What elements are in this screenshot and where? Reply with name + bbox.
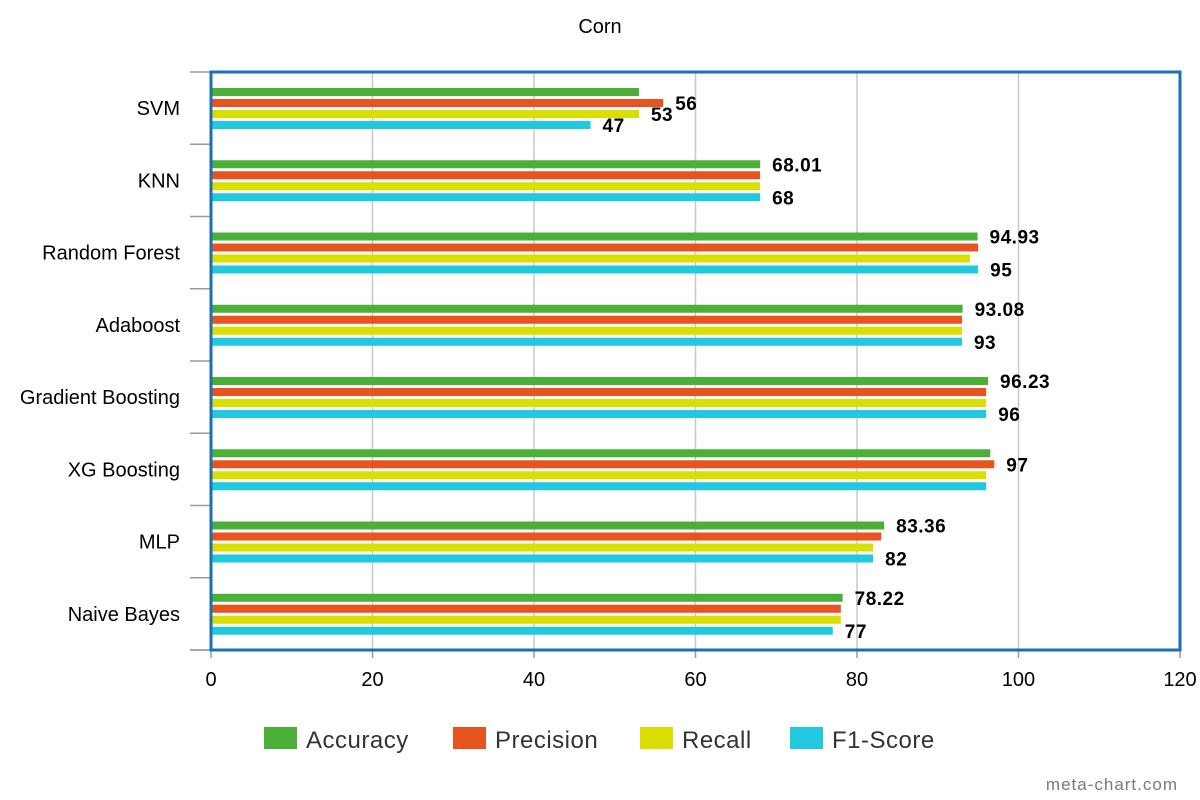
bar-precision-random-forest: [211, 243, 979, 252]
legend: Accuracy Precision Recall F1-Score: [264, 727, 935, 754]
bar-f1-score-adaboost: [211, 337, 962, 346]
data-label: 94.93: [990, 228, 1040, 249]
bar-f1-score-svm: [211, 121, 591, 129]
legend-swatch-precision: [453, 727, 486, 749]
bar-precision-gradient-boosting: [211, 388, 987, 396]
category-label: KNN: [138, 170, 180, 192]
bar-precision-naive-bayes: [211, 604, 841, 613]
grid: [371, 72, 1020, 650]
legend-swatch-accuracy: [264, 727, 297, 749]
bar-f1-score-gradient-boosting: [211, 410, 987, 418]
data-label: 83.36: [896, 517, 946, 538]
x-tick-label: 120: [1163, 669, 1196, 691]
bar-accuracy-xg-boosting: [211, 449, 991, 458]
bar-recall-svm: [211, 110, 639, 118]
category-label: MLP: [139, 532, 180, 554]
category-label: Random Forest: [42, 243, 180, 265]
bar-recall-mlp: [211, 543, 874, 552]
bar-recall-gradient-boosting: [211, 399, 987, 407]
bar-accuracy-random-forest: [211, 232, 978, 241]
x-tick-label: 40: [523, 669, 545, 691]
x-tick-label: 20: [361, 669, 383, 691]
watermark: meta-chart.com: [1046, 775, 1178, 794]
data-label: 93: [974, 333, 996, 354]
bar-recall-knn: [211, 182, 761, 191]
data-label: 56: [675, 94, 697, 115]
bar-recall-naive-bayes: [211, 615, 841, 624]
bar-accuracy-naive-bayes: [211, 593, 843, 602]
data-label: 93.08: [975, 300, 1025, 321]
x-tick-label: 100: [1002, 669, 1035, 691]
bar-f1-score-random-forest: [211, 265, 979, 274]
data-label: 95: [990, 261, 1012, 282]
data-label: 96: [998, 405, 1020, 426]
legend-swatch-recall: [640, 727, 673, 749]
data-label: 53: [651, 105, 673, 126]
legend-label-f1-score: F1-Score: [832, 727, 935, 754]
bar-accuracy-svm: [211, 88, 639, 96]
bar-recall-random-forest: [211, 254, 971, 263]
data-label: 97: [1006, 455, 1028, 476]
tick-labels: 0 20 40 60 80 100 120: [205, 669, 1196, 691]
bar-recall-xg-boosting: [211, 471, 987, 480]
legend-label-accuracy: Accuracy: [306, 727, 409, 754]
axes: [190, 71, 1181, 658]
x-tick-label: 0: [205, 669, 216, 691]
plot-frame: [209, 70, 1182, 652]
data-label: 82: [885, 550, 907, 571]
bar-accuracy-adaboost: [211, 304, 963, 313]
legend-label-precision: Precision: [495, 727, 598, 754]
category-label: Naive Bayes: [68, 604, 180, 626]
data-label: 47: [603, 116, 625, 137]
x-tick-label: 80: [846, 669, 868, 691]
bar-recall-adaboost: [211, 326, 962, 335]
data-label: 68.01: [772, 155, 822, 176]
data-label: 96.23: [1000, 372, 1050, 393]
bar-precision-svm: [211, 99, 664, 107]
category-labels: SVM KNN Random Forest Adaboost Gradient Boos…: [20, 98, 181, 626]
category-label: Gradient Boosting: [20, 387, 180, 409]
bar-precision-adaboost: [211, 315, 962, 324]
data-label: 68: [772, 188, 794, 209]
category-label: XG Boosting: [68, 459, 180, 481]
chart-title: Corn: [578, 16, 621, 38]
category-label: SVM: [137, 98, 180, 120]
data-label: 78.22: [855, 589, 905, 610]
bar-f1-score-xg-boosting: [211, 482, 987, 491]
legend-label-recall: Recall: [682, 727, 752, 754]
legend-swatch-f1-score: [790, 727, 823, 749]
category-label: Adaboost: [95, 315, 180, 337]
bars: [211, 88, 995, 635]
bar-f1-score-knn: [211, 193, 761, 202]
x-tick-label: 60: [684, 669, 706, 691]
bar-f1-score-mlp: [211, 554, 874, 563]
bar-precision-mlp: [211, 532, 882, 541]
data-label: 77: [845, 622, 867, 643]
bar-f1-score-naive-bayes: [211, 626, 833, 635]
bar-accuracy-gradient-boosting: [211, 377, 989, 385]
bar-precision-knn: [211, 171, 761, 180]
bar-accuracy-knn: [211, 160, 761, 169]
bar-accuracy-mlp: [211, 521, 885, 530]
bar-precision-xg-boosting: [211, 460, 995, 469]
